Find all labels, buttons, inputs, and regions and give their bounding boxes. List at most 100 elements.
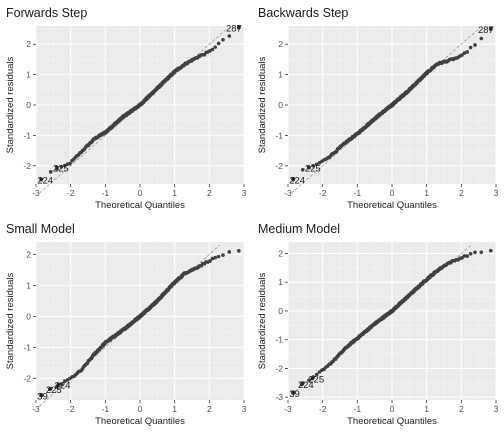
outlier-point <box>56 382 61 387</box>
data-point <box>300 167 305 172</box>
y-axis-label: Standardized residuals <box>5 56 16 153</box>
y-tick-label: 2 <box>278 39 283 49</box>
x-tick-label: 0 <box>390 188 395 198</box>
data-point <box>314 372 319 377</box>
data-point <box>314 162 319 167</box>
data-point <box>489 248 493 253</box>
y-tick-label: -2 <box>23 373 31 383</box>
x-axis-label: Theoretical Quantiles <box>95 416 185 427</box>
data-point <box>237 249 241 253</box>
outlier-label: 224 <box>298 380 314 391</box>
x-tick-label: -1 <box>102 188 110 198</box>
x-tick-label: 3 <box>242 188 247 198</box>
y-tick-label: -1 <box>23 342 31 352</box>
data-point <box>460 256 464 260</box>
outlier-point <box>39 177 44 182</box>
panel-title: Forwards Step <box>6 6 87 20</box>
data-point <box>460 53 464 57</box>
data-point <box>473 250 477 255</box>
y-tick-label: 1 <box>278 70 283 80</box>
y-tick-label: 1 <box>26 70 31 80</box>
x-tick-label: 2 <box>207 404 212 414</box>
x-tick-label: 3 <box>494 188 499 198</box>
reference-line <box>291 28 479 194</box>
x-axis-label: Theoretical Quantiles <box>347 200 437 211</box>
y-tick-label: 2 <box>26 249 31 259</box>
x-tick-label: -3 <box>284 188 292 198</box>
data-point <box>317 370 322 374</box>
x-tick-label: -2 <box>67 188 75 198</box>
data-points <box>39 249 241 397</box>
outlier-label: 287 <box>478 25 494 36</box>
outlier-label: 225 <box>46 385 62 396</box>
x-tick-label: -1 <box>102 404 110 414</box>
x-tick-label: 3 <box>494 404 499 414</box>
outlier-point <box>488 27 493 31</box>
data-point <box>62 163 67 168</box>
y-axis-label: Standardized residuals <box>5 272 16 369</box>
data-point <box>479 36 484 41</box>
outlier-point <box>291 177 296 182</box>
x-tick-label: 1 <box>424 404 429 414</box>
data-points <box>39 25 241 182</box>
outlier-label: 39 <box>37 391 48 402</box>
data-point <box>210 47 215 52</box>
data-point <box>473 43 477 47</box>
x-tick-label: 0 <box>138 404 143 414</box>
y-tick-label: 1 <box>26 280 31 290</box>
outlier-point <box>291 390 296 395</box>
data-point <box>311 163 316 168</box>
y-tick-label: -2 <box>275 161 283 171</box>
data-point <box>307 378 311 382</box>
outlier-label: 225 <box>305 163 321 174</box>
data-point <box>208 259 212 263</box>
x-tick-label: 1 <box>172 404 177 414</box>
x-tick-label: 1 <box>424 188 429 198</box>
data-point <box>221 37 225 42</box>
data-point <box>213 255 218 260</box>
outlier-label: 225 <box>53 163 69 174</box>
outlier-point <box>310 376 315 381</box>
outlier-label: 224 <box>289 175 305 186</box>
data-point <box>462 254 467 258</box>
y-tick-label: -3 <box>275 392 283 402</box>
y-axis-label: Standardized residuals <box>257 56 268 153</box>
panel-title: Small Model <box>6 222 75 236</box>
data-point <box>62 379 67 383</box>
data-point <box>465 50 470 54</box>
x-tick-label: 3 <box>242 404 247 414</box>
x-tick-label: 0 <box>390 404 395 414</box>
x-tick-label: 2 <box>459 404 464 414</box>
x-tick-label: -2 <box>319 188 327 198</box>
x-tick-label: -2 <box>319 404 327 414</box>
outlier-label: 39 <box>289 389 300 400</box>
data-points <box>291 248 493 394</box>
outlier-label: 287 <box>226 24 242 35</box>
data-point <box>462 51 467 55</box>
data-point <box>213 45 218 49</box>
x-axis-label: Theoretical Quantiles <box>95 200 185 211</box>
y-tick-label: 0 <box>278 306 283 316</box>
x-tick-label: 1 <box>172 188 177 198</box>
y-axis-label: Standardized residuals <box>257 272 268 369</box>
data-point <box>59 164 64 169</box>
data-point <box>465 254 470 258</box>
outlier-point <box>299 382 304 387</box>
data-point <box>216 41 221 46</box>
y-tick-label: 0 <box>26 100 31 110</box>
outlier-point <box>54 165 59 170</box>
panel-title: Backwards Step <box>258 6 348 20</box>
y-tick-label: -1 <box>275 335 283 345</box>
data-point <box>479 250 484 255</box>
data-point <box>468 45 473 50</box>
y-tick-label: -2 <box>275 363 283 373</box>
outlier-point <box>47 387 52 392</box>
x-tick-label: 2 <box>207 188 212 198</box>
outlier-point <box>306 165 311 170</box>
data-point <box>468 251 473 256</box>
y-tick-label: -2 <box>23 161 31 171</box>
